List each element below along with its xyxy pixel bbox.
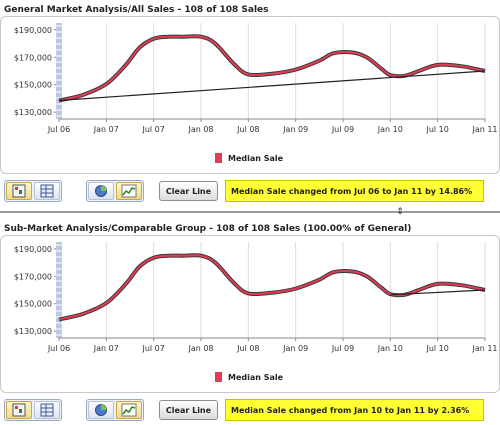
chart-toolbar: Clear Line Median Sale changed from Jul … [0,180,500,206]
series-line-median-sale[interactable] [58,254,486,321]
legend-swatch-median-sale [215,372,222,382]
x-tick-label: Jul 07 [141,125,164,134]
x-tick-label: Jul 10 [425,125,448,134]
table-view-button[interactable] [34,401,60,419]
panel-title: General Market Analysis/All Sales - 108 … [4,5,269,15]
chart-type-group [86,399,144,421]
chart-legend: Median Sale [215,153,283,163]
pie-chart-icon [95,185,107,197]
line-chart-button[interactable] [116,182,142,200]
chart-legend: Median Sale [215,372,283,382]
pie-chart-icon [95,404,107,416]
line-chart-icon [121,184,137,198]
median-sale-chart: Jul 06 Jan 07 Jul 07 Jan 08 Jul 08 Jan 09 Jul … [14,23,498,134]
clear-line-button[interactable]: Clear Line [159,400,218,420]
table-view-button[interactable] [34,182,60,200]
resize-handle-icon[interactable]: ⇕ [396,207,404,217]
chart-frame: Jul 06 Jan 07 Jul 07 Jan 08 Jul 08 Jan 09 Jul … [0,16,500,174]
x-tick-label: Jul 08 [236,344,259,353]
x-tick-label: Jul 08 [236,125,259,134]
change-summary: Median Sale changed from Jan 10 to Jan 1… [225,399,484,421]
y-axis-band [56,242,62,338]
map-chart-icon [12,184,26,198]
x-tick-label: Jul 06 [47,344,70,353]
legend-label: Median Sale [228,372,284,382]
x-tick-label: Jul 09 [331,125,354,134]
clear-line-button[interactable]: Clear Line [159,181,218,201]
view-toggle-group [4,399,62,421]
x-tick-label: Jan 11 [471,125,497,134]
pie-chart-button[interactable] [88,401,114,419]
view-toggle-group [4,180,62,202]
y-tick-label: $190,000 [14,245,52,254]
line-chart-icon [121,403,137,417]
x-tick-label: Jan 08 [187,344,213,353]
x-tick-label: Jan 11 [471,344,497,353]
x-tick-label: Jul 06 [47,125,70,134]
chart-frame: Jul 06 Jan 07 Jul 07 Jan 08 Jul 08 Jan 09 Jul … [0,235,500,393]
line-chart-button[interactable] [116,401,142,419]
x-tick-label: Jan 09 [282,125,308,134]
sub-market-panel: Sub-Market Analysis/Comparable Group - 1… [0,219,500,425]
x-tick-label: Jan 10 [377,344,403,353]
y-tick-label: $170,000 [14,53,52,62]
trend-line[interactable] [390,289,486,296]
x-tick-label: Jan 07 [93,125,119,134]
x-tick-label: Jan 09 [282,344,308,353]
x-tick-label: Jan 07 [93,344,119,353]
median-sale-chart: Jul 06 Jan 07 Jul 07 Jan 08 Jul 08 Jan 09 Jul … [14,242,498,353]
series-line-median-sale[interactable] [58,35,486,102]
y-tick-label: $170,000 [14,272,52,281]
panel-title: Sub-Market Analysis/Comparable Group - 1… [4,224,412,234]
map-view-button[interactable] [6,401,32,419]
legend-label: Median Sale [228,153,284,163]
y-tick-label: $150,000 [14,81,52,90]
x-tick-label: Jul 07 [141,344,164,353]
y-tick-label: $130,000 [14,327,52,336]
x-tick-label: Jan 10 [377,125,403,134]
x-tick-label: Jul 10 [425,344,448,353]
chart-toolbar: Clear Line Median Sale changed from Jan … [0,399,500,425]
panel-divider[interactable] [0,211,500,213]
table-grid-icon [40,184,54,198]
table-grid-icon [40,403,54,417]
chart-type-group [86,180,144,202]
map-chart-icon [12,403,26,417]
y-tick-label: $130,000 [14,108,52,117]
map-view-button[interactable] [6,182,32,200]
change-summary: Median Sale changed from Jul 06 to Jan 1… [225,180,484,202]
x-tick-label: Jul 09 [331,344,354,353]
y-axis-band [56,23,62,119]
x-tick-label: Jan 08 [187,125,213,134]
y-tick-label: $190,000 [14,26,52,35]
pie-chart-button[interactable] [88,182,114,200]
legend-swatch-median-sale [215,153,222,163]
y-tick-label: $150,000 [14,300,52,309]
trend-line[interactable] [58,70,486,102]
general-market-panel: General Market Analysis/All Sales - 108 … [0,0,500,210]
